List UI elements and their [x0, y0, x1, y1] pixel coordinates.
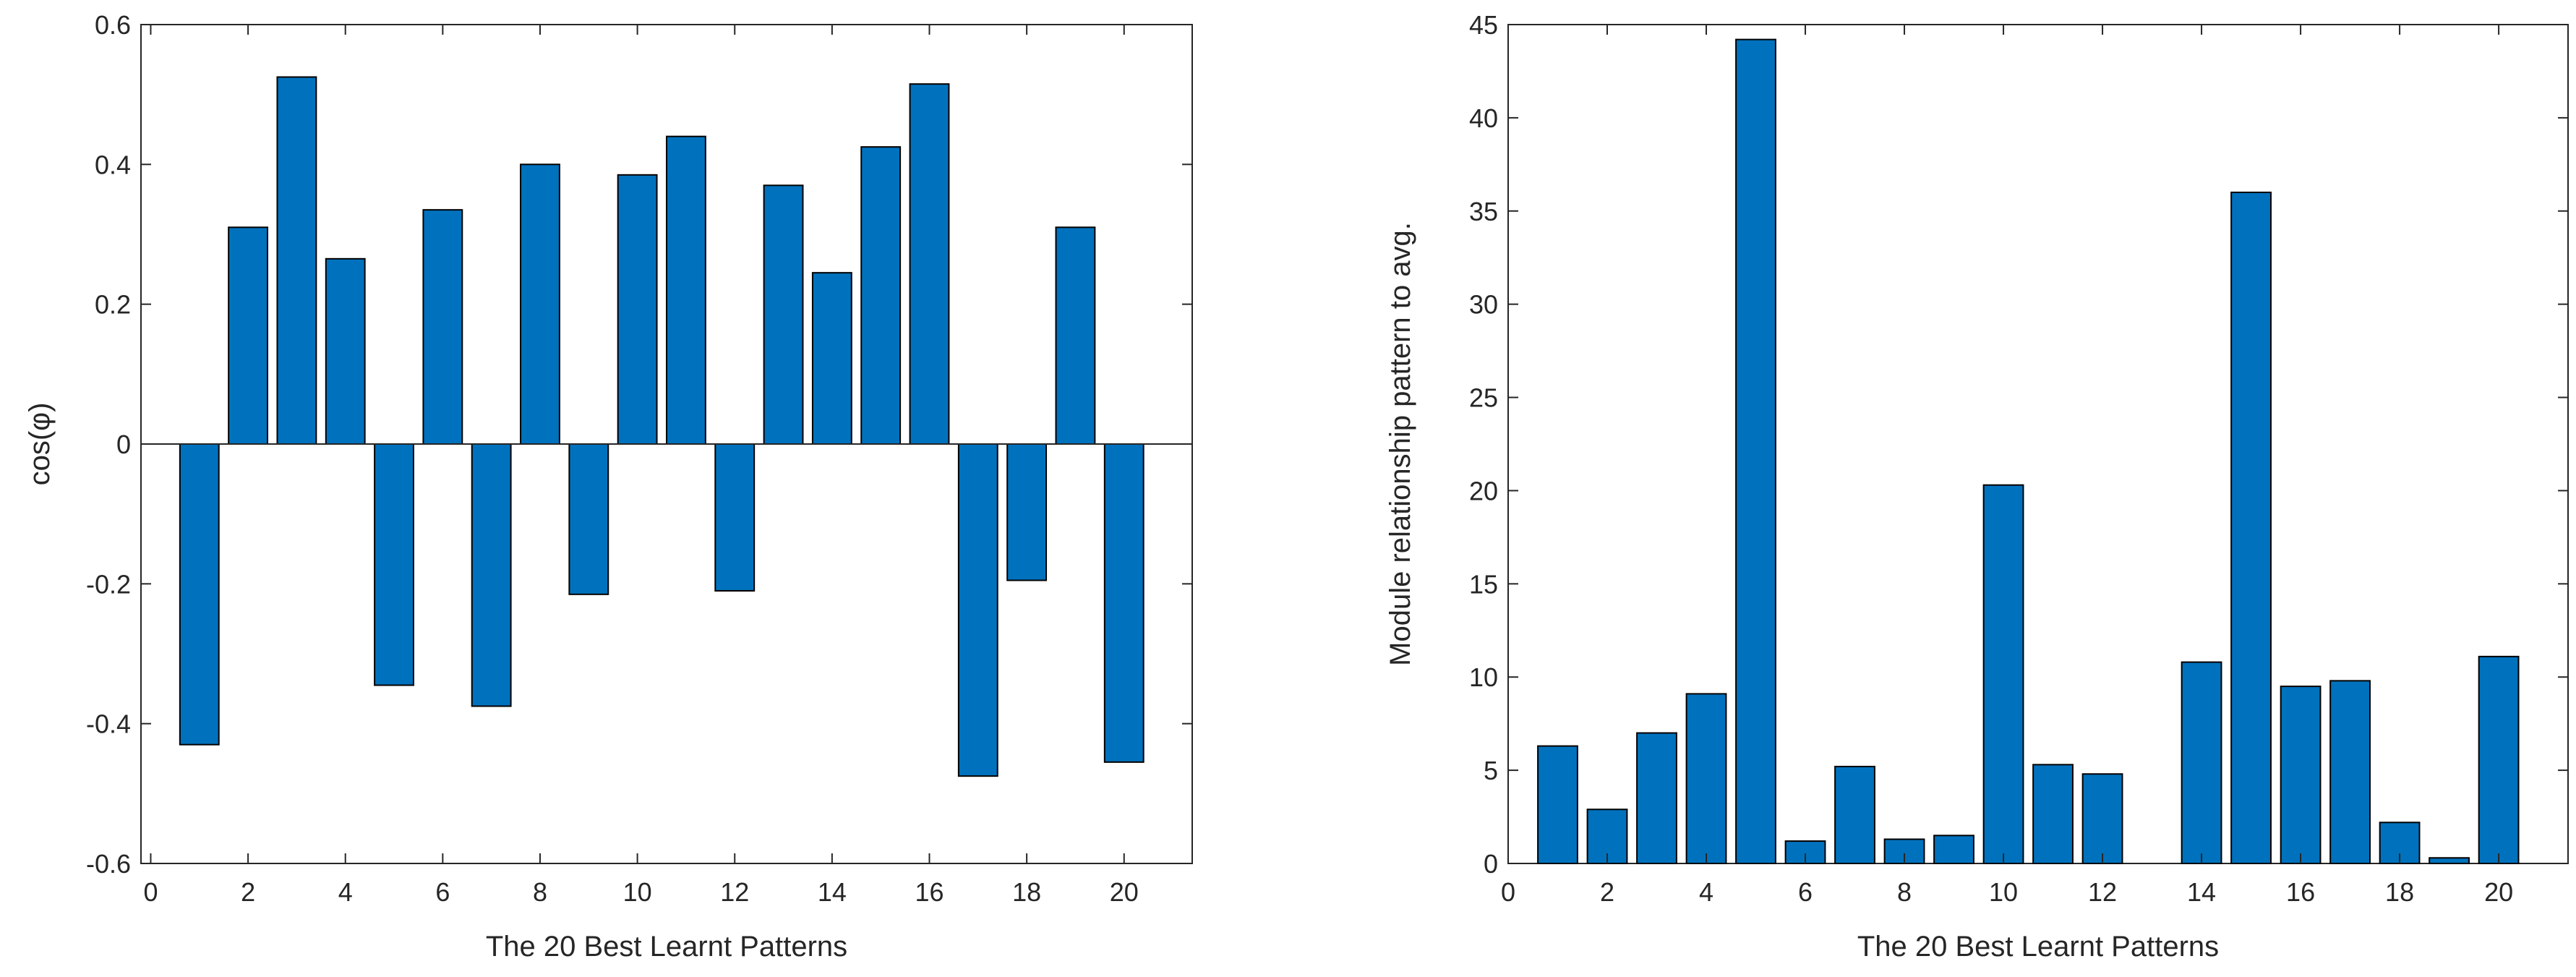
y-tick-label: 20 — [1469, 476, 1498, 505]
x-tick-label: 14 — [2187, 877, 2216, 907]
bar-16 — [909, 83, 950, 445]
y-ticks-right: 0 5 10 15 20 25 30 35 40 45 — [1469, 10, 2568, 879]
x-tick-label: 4 — [1699, 877, 1713, 907]
bar-10 — [1982, 484, 2024, 864]
x-tick-label: 2 — [241, 877, 255, 907]
x-tick-label: 6 — [1798, 877, 1813, 907]
x-ticks-left: 0 2 4 6 8 10 12 14 16 18 20 — [143, 25, 1139, 907]
bar-1 — [179, 443, 220, 746]
bar-17 — [2329, 680, 2371, 865]
bar-15 — [2230, 192, 2272, 864]
bar-6 — [422, 209, 463, 445]
y-tick-label: 40 — [1469, 103, 1498, 133]
bar-20 — [1103, 443, 1144, 763]
y-ticks-left: -0.6 -0.4 -0.2 0 0.2 0.4 0.6 — [86, 10, 1192, 879]
bars-right — [1537, 38, 2520, 865]
y-tick-label: 0 — [116, 430, 131, 459]
bar-7 — [1834, 765, 1875, 865]
bar-5 — [374, 443, 414, 686]
axes-box-right — [1507, 24, 2569, 864]
x-tick-label: 8 — [1897, 877, 1912, 907]
bar-4 — [1685, 693, 1727, 865]
bar-11 — [2032, 764, 2074, 865]
bar-13 — [763, 184, 804, 445]
bar-4 — [325, 257, 366, 445]
x-tick-label: 2 — [1600, 877, 1614, 907]
x-tick-label: 10 — [623, 877, 652, 907]
bar-14 — [811, 272, 852, 445]
bar-19 — [2429, 857, 2470, 865]
x-tick-label: 20 — [2484, 877, 2513, 907]
x-tick-label: 16 — [2286, 877, 2315, 907]
bar-3 — [1636, 732, 1677, 864]
x-tick-label: 6 — [435, 877, 450, 907]
y-tick-label: -0.4 — [86, 709, 131, 739]
chart-right: 0 5 10 15 20 25 30 35 40 45 0 2 4 6 8 10 12 14 16 18 20 The… — [1385, 10, 2569, 963]
bar-9 — [1933, 835, 1974, 865]
x-tick-label: 0 — [1501, 877, 1515, 907]
bar-19 — [1055, 226, 1096, 445]
y-tick-label: 5 — [1484, 756, 1498, 785]
bar-5 — [1735, 38, 1776, 865]
y-tick-label: 15 — [1469, 569, 1498, 599]
bar-12 — [714, 443, 756, 592]
bar-9 — [568, 443, 609, 595]
bar-8 — [520, 163, 560, 445]
bar-14 — [2181, 661, 2222, 864]
y-tick-label: -0.2 — [86, 569, 131, 599]
y-tick-label: 35 — [1469, 197, 1498, 226]
x-axis-label-right: The 20 Best Learnt Patterns — [1857, 931, 2219, 963]
y-tick-label: 10 — [1469, 662, 1498, 692]
y-tick-label: 30 — [1469, 290, 1498, 320]
x-tick-label: 8 — [533, 877, 547, 907]
x-tick-label: 16 — [915, 877, 943, 907]
y-tick-label: 0.2 — [95, 290, 131, 320]
x-tick-label: 10 — [1989, 877, 2018, 907]
bar-3 — [276, 76, 317, 445]
x-tick-label: 18 — [1012, 877, 1041, 907]
bar-17 — [957, 443, 998, 777]
x-tick-label: 4 — [338, 877, 353, 907]
y-tick-label: 45 — [1469, 10, 1498, 40]
x-tick-label: 14 — [818, 877, 847, 907]
bar-1 — [1537, 745, 1578, 864]
y-tick-label: 0.4 — [95, 150, 131, 179]
bar-10 — [617, 174, 658, 445]
x-tick-label: 12 — [2088, 877, 2117, 907]
bars-left — [179, 76, 1144, 777]
y-tick-label: -0.6 — [86, 849, 131, 879]
bar-20 — [2478, 655, 2520, 864]
x-tick-label: 12 — [720, 877, 749, 907]
y-tick-label: 0.6 — [95, 10, 131, 40]
bar-16 — [2280, 686, 2322, 864]
y-tick-label: 25 — [1469, 383, 1498, 413]
bar-2 — [228, 226, 269, 445]
x-tick-label: 18 — [2385, 877, 2414, 907]
y-axis-label-right: Module relationship pattern to avg. — [1385, 222, 1416, 666]
bar-18 — [1006, 443, 1048, 581]
bar-15 — [860, 146, 902, 445]
y-tick-label: 0 — [1484, 849, 1498, 879]
bar-7 — [471, 443, 512, 707]
chart-left: -0.6 -0.4 -0.2 0 0.2 0.4 0.6 0 2 4 6 8 10 12 14 16 18 20… — [24, 10, 1193, 963]
bar-11 — [666, 135, 706, 445]
x-tick-label: 0 — [143, 877, 158, 907]
bar-12 — [2081, 773, 2123, 865]
x-tick-label: 20 — [1110, 877, 1139, 907]
x-axis-label-left: The 20 Best Learnt Patterns — [486, 931, 847, 963]
y-axis-label-left: cos(φ) — [24, 403, 56, 486]
x-ticks-right: 0 2 4 6 8 10 12 14 16 18 20 — [1501, 25, 2513, 907]
